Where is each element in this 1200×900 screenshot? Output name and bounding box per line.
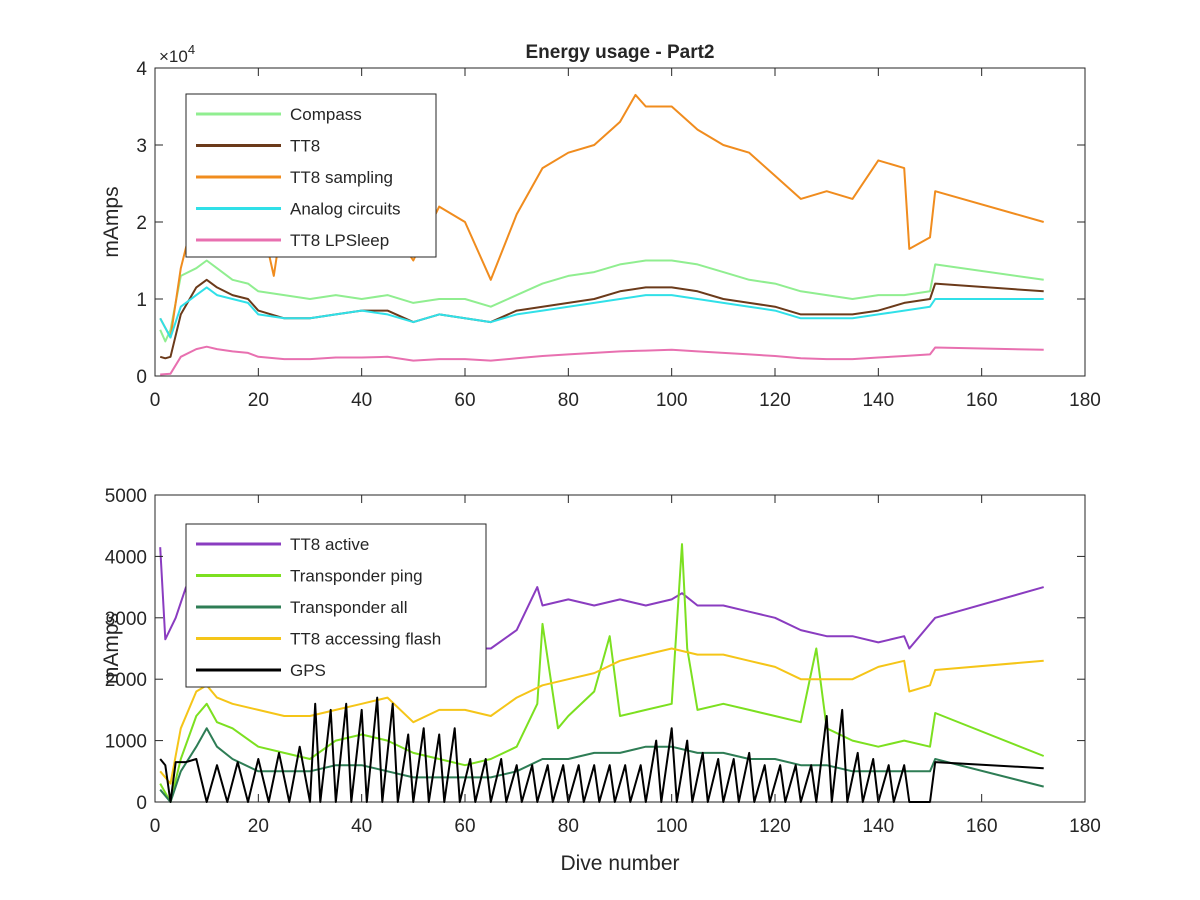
legend-entry: Transponder all — [290, 598, 408, 617]
y-axis-label: mAmps — [100, 186, 123, 257]
legend: Compass TT8 TT8 sampling Analog circuits TT8… — [185, 93, 437, 258]
legend-entry: TT8 LPSleep — [290, 231, 389, 250]
series-line-transponder-all — [159, 727, 1044, 803]
y-tick-label: 2 — [136, 213, 147, 234]
chart-title: Energy usage - Part2 — [525, 42, 714, 63]
y-tick-label: 1000 — [105, 732, 147, 753]
y-tick-label: 3 — [136, 136, 147, 157]
legend: TT8 active Transponder ping Transponder al… — [185, 523, 487, 688]
x-tick-label: 80 — [558, 390, 579, 411]
series-line-analog-circuits — [159, 286, 1044, 339]
y-exponent-label: ×104 — [159, 42, 195, 66]
top-panel: 0 20 40 60 80 100 120 140 160 180 0 1 2 3 4 ×104 mAmps Co… — [100, 42, 1101, 411]
x-tick-label: 40 — [351, 816, 372, 837]
y-tick-label: 1 — [136, 290, 147, 311]
x-tick-label: 140 — [862, 390, 894, 411]
y-tick-label: 5000 — [105, 486, 147, 507]
legend-entry: Compass — [290, 105, 362, 124]
legend-entry: Transponder ping — [290, 567, 423, 586]
x-tick-label: 120 — [759, 816, 791, 837]
legend-entry: TT8 sampling — [290, 168, 393, 187]
y-tick-label: 3000 — [105, 609, 147, 630]
x-tick-label: 160 — [966, 390, 998, 411]
y-axis-label: mAmps — [100, 613, 123, 684]
x-tick-label: 60 — [454, 816, 475, 837]
series-line-transponder-ping — [159, 543, 1045, 803]
y-tick-label: 4000 — [105, 547, 147, 568]
series-line-tt8 — [159, 278, 1044, 360]
x-tick-label: 180 — [1069, 390, 1101, 411]
x-tick-label: 0 — [150, 816, 161, 837]
x-axis-label: Dive number — [560, 852, 679, 875]
x-tick-label: 20 — [248, 816, 269, 837]
x-tick-label: 100 — [656, 390, 688, 411]
x-tick-label: 100 — [656, 816, 688, 837]
x-tick-label: 60 — [454, 390, 475, 411]
legend-entry: TT8 — [290, 137, 320, 156]
series-line-compass — [159, 259, 1044, 343]
x-tick-label: 0 — [150, 390, 161, 411]
series-line-gps — [159, 696, 1044, 803]
x-tick-label: 140 — [862, 816, 894, 837]
legend-entry: TT8 active — [290, 535, 369, 554]
y-tick-label: 0 — [136, 793, 147, 814]
x-tick-label: 120 — [759, 390, 791, 411]
x-tick-label: 180 — [1069, 816, 1101, 837]
bottom-panel: 0 20 40 60 80 100 120 140 160 180 0 1000 2000 3000 400… — [100, 486, 1101, 875]
series-line-tt8-lpsleep — [160, 345, 1044, 376]
legend-entry: Analog circuits — [290, 200, 401, 219]
x-tick-label: 20 — [248, 390, 269, 411]
y-tick-label: 0 — [136, 367, 147, 388]
legend-entry: TT8 accessing flash — [290, 630, 441, 649]
legend-entry: GPS — [290, 661, 326, 680]
y-tick-label: 2000 — [105, 670, 147, 691]
x-tick-label: 80 — [558, 816, 579, 837]
x-tick-label: 160 — [966, 816, 998, 837]
series-line-tt8-accessing-flash — [159, 647, 1044, 785]
x-tick-label: 40 — [351, 390, 372, 411]
y-tick-label: 4 — [136, 59, 147, 80]
